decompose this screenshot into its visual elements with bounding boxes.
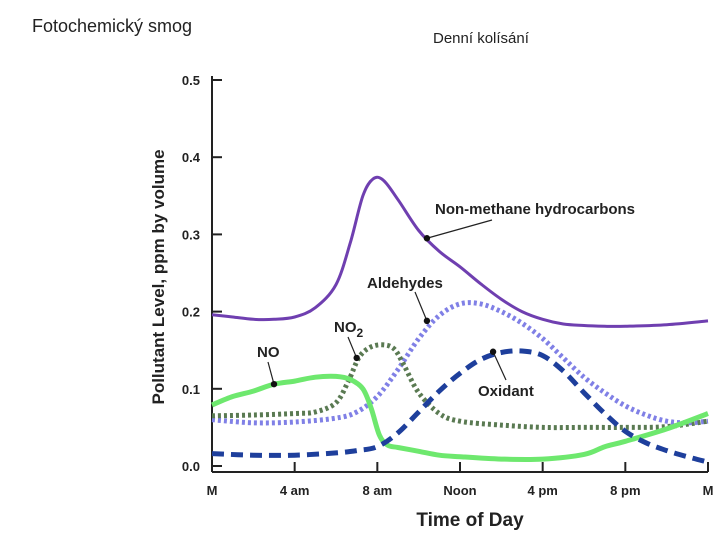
annotation-leader	[492, 351, 507, 381]
x-tick-label: 4 pm	[527, 483, 557, 498]
annotation-leader	[347, 336, 358, 359]
annotation-dot	[270, 380, 278, 388]
chart-series	[211, 175, 709, 465]
x-tick-label: 4 am	[280, 483, 310, 498]
x-tick-label: 8 pm	[610, 483, 640, 498]
annotation-label: Non-methane hydrocarbons	[435, 201, 635, 218]
page-subtitle: Denní kolísání	[433, 30, 529, 47]
annotation-dot	[353, 354, 360, 362]
annotation-label: NO2	[334, 319, 364, 340]
y-tick-label: 0.1	[182, 382, 200, 397]
annotation-dot	[423, 317, 431, 325]
annotation-dot	[423, 235, 431, 242]
annotation-subscript: 2	[357, 326, 364, 340]
y-tick-label: 0.0	[182, 459, 200, 474]
annotation-leader	[414, 291, 428, 322]
x-tick-label: M	[703, 483, 714, 498]
series-line	[211, 175, 709, 328]
series-line	[211, 348, 709, 465]
series-line	[211, 300, 709, 426]
x-tick-label: 8 am	[363, 483, 393, 498]
x-tick-label: Noon	[443, 483, 476, 498]
chart-axes: 0.0 0.1 0.2 0.3 0.4 0.5 M 4 am 8 am Noon 4 pm 8 pm M	[182, 73, 714, 498]
x-tick-label: M	[207, 483, 218, 498]
y-axis-title: Pollutant Level, ppm by volume	[149, 149, 168, 404]
annotation-label: Oxidant	[478, 383, 534, 400]
annotation-leader	[426, 219, 493, 239]
y-tick-label: 0.5	[182, 73, 200, 88]
y-tick-label: 0.4	[182, 150, 201, 165]
annotation-label: NO	[257, 344, 280, 361]
series-line	[211, 342, 709, 431]
y-tick-label: 0.3	[182, 227, 200, 242]
series-line	[211, 373, 709, 462]
x-axis-title: Time of Day	[416, 510, 524, 531]
annotation-dot	[489, 348, 497, 355]
page-title: Fotochemický smog	[32, 16, 193, 36]
chart-annotations: Non-methane hydrocarbons Aldehydes NO2 NO Ox…	[257, 201, 635, 400]
annotation-label: Aldehydes	[367, 275, 443, 292]
annotation-leader	[267, 361, 275, 385]
y-tick-label: 0.2	[182, 305, 200, 320]
